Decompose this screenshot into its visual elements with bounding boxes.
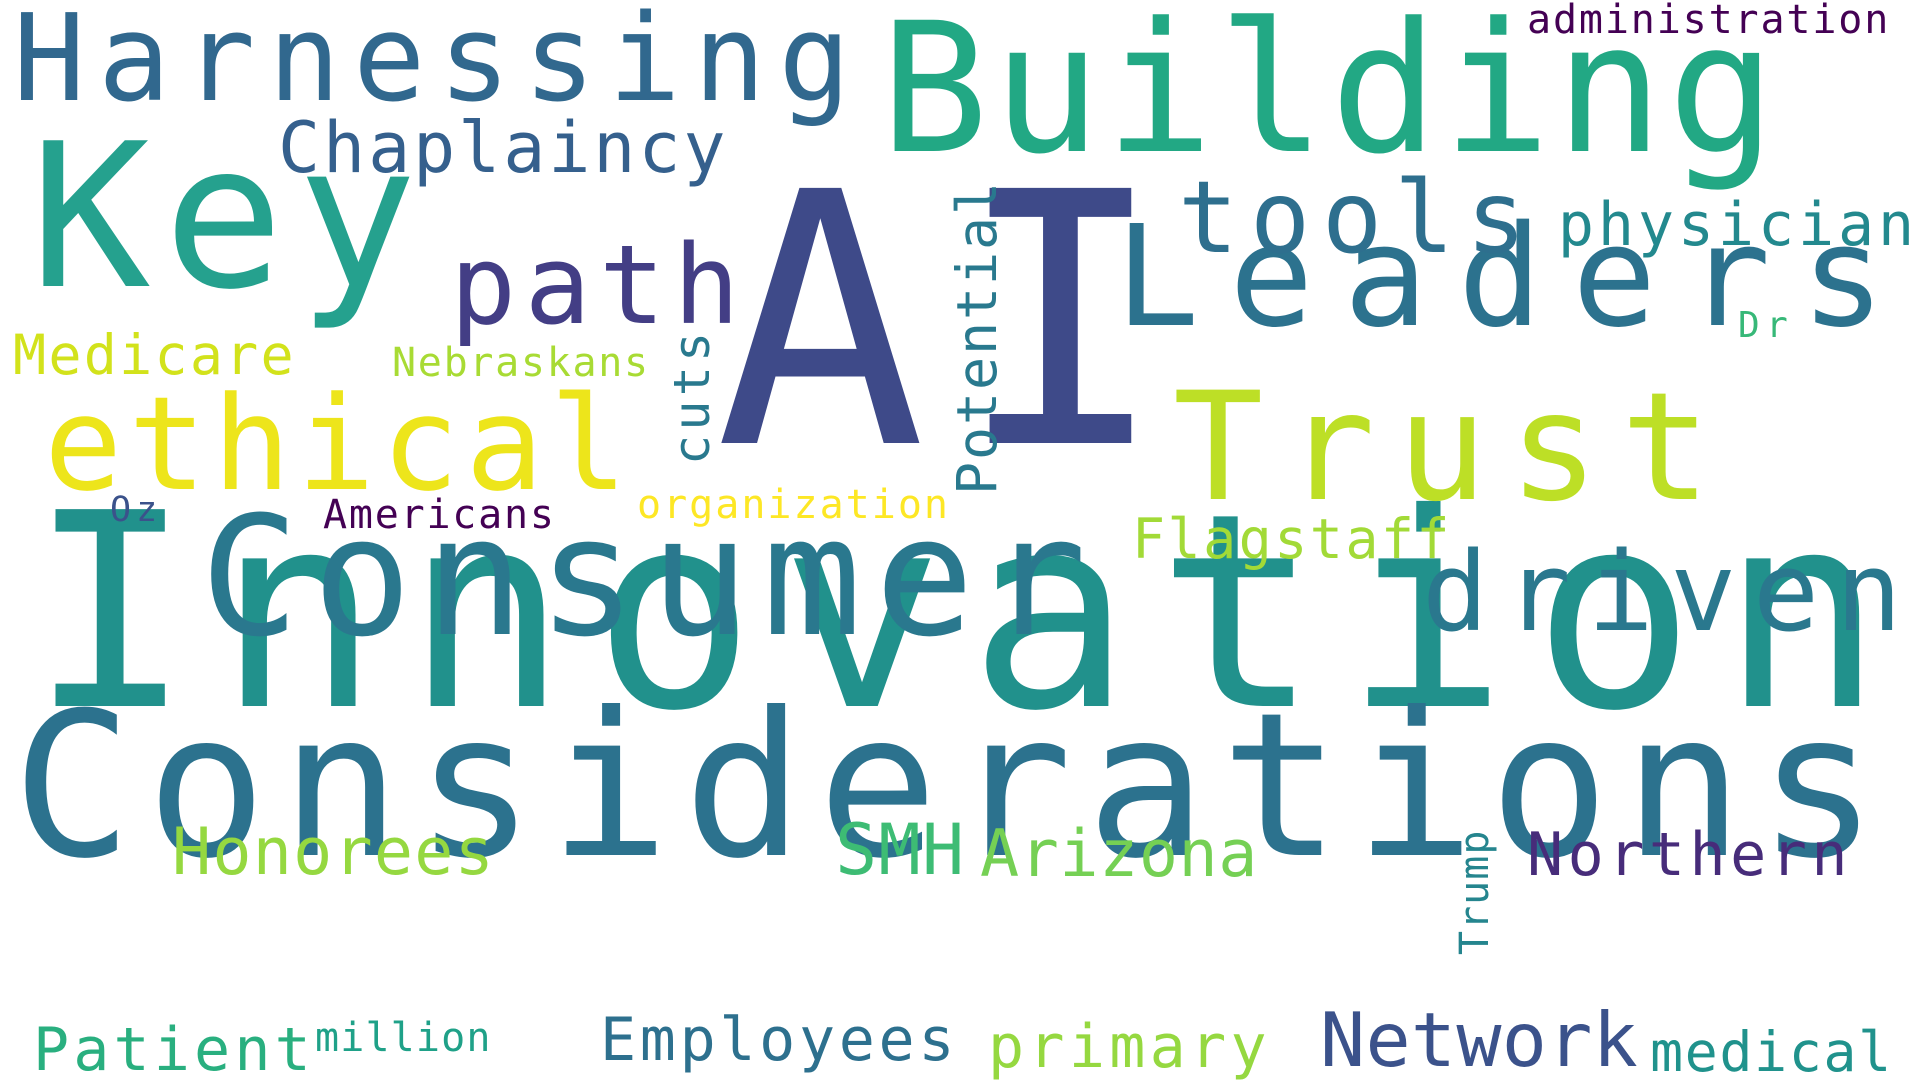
- word-smh: SMH: [835, 809, 966, 891]
- word-honorees: Honorees: [172, 815, 496, 890]
- word-harnessing: Harnessing: [13, 0, 864, 129]
- word-medicare: Medicare: [13, 323, 296, 387]
- word-leaders: Leaders: [1115, 196, 1916, 359]
- word-consumer: Consumer: [200, 481, 1100, 673]
- word-trump: Trump: [1452, 829, 1498, 955]
- word-trust: Trust: [1173, 361, 1733, 535]
- word-network: Network: [1320, 996, 1639, 1080]
- word-primary: primary: [988, 1012, 1271, 1080]
- word-medical: medical: [1650, 1020, 1893, 1080]
- word-path: path: [450, 221, 748, 349]
- word-ethical: ethical: [44, 368, 634, 520]
- word-potential: Potential: [945, 179, 1009, 495]
- word-americans: Americans: [323, 492, 556, 538]
- word-chaplaincy: Chaplaincy: [278, 107, 729, 189]
- word-northern: Northern: [1527, 820, 1852, 890]
- word-cuts: cuts: [663, 327, 721, 465]
- word-nebraskans: Nebraskans: [392, 340, 650, 386]
- word-considerations: Considerations: [12, 670, 1892, 903]
- word-driven: driven: [1422, 528, 1919, 656]
- word-dr: Dr: [1738, 305, 1795, 346]
- word-building: Building: [880, 0, 1780, 194]
- word-tools: tools: [1178, 159, 1539, 276]
- word-key: Key: [30, 101, 431, 334]
- word-patient: Patient: [33, 1015, 315, 1080]
- word-ai: AI: [715, 118, 1196, 526]
- word-oz: Oz: [110, 490, 163, 530]
- word-arizona: Arizona: [980, 817, 1258, 892]
- word-employees: Employees: [600, 1005, 959, 1075]
- word-innovation: Innovation: [29, 455, 1909, 770]
- word-million: million: [315, 1015, 492, 1061]
- word-organization: organization: [637, 482, 950, 528]
- word-physician: physician: [1557, 190, 1918, 260]
- word-flagstaff: Flagstaff: [1132, 507, 1452, 571]
- word-administration: administration: [1527, 0, 1891, 43]
